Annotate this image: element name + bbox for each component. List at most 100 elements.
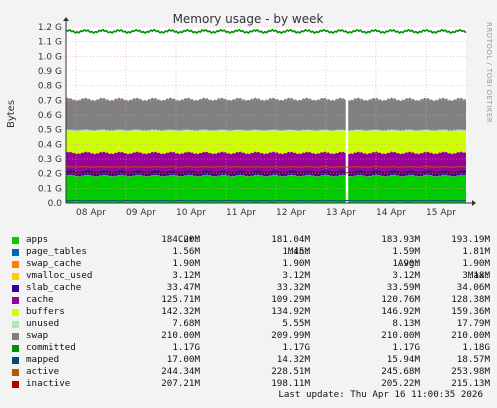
legend-row-page-tables: page_tables 1.56M 1.45M 1.59M 1.81M bbox=[10, 246, 490, 258]
legend-max-value: 3.18M bbox=[462, 270, 490, 281]
legend-series-name: slab_cache bbox=[26, 282, 82, 293]
col-min: Min: bbox=[287, 246, 310, 257]
legend-swatch bbox=[12, 284, 19, 292]
legend-row-active: active 244.34M 228.51M 245.68M 253.98M bbox=[10, 366, 490, 378]
legend-avg-value: 15.94M bbox=[386, 354, 420, 365]
area-apps bbox=[66, 174, 466, 203]
legend-swatch bbox=[12, 308, 19, 316]
last-update-text: Last update: Thu Apr 16 11:00:35 2026 bbox=[278, 389, 483, 400]
axes bbox=[63, 17, 476, 206]
legend-max-value: 253.98M bbox=[451, 366, 490, 377]
legend-avg-value: 1.90M bbox=[392, 258, 420, 269]
legend-row-swap-cache: swap_cache 1.90M 1.90M 1.90M 1.90M bbox=[10, 258, 490, 270]
line-mapped bbox=[65, 199, 467, 202]
legend-swatch bbox=[12, 296, 19, 304]
legend-max-value: 128.38M bbox=[451, 294, 490, 305]
legend-avg-value: 8.13M bbox=[392, 318, 420, 329]
y-tick-label: 0.4 G bbox=[38, 140, 62, 150]
x-tick-label: 10 Apr bbox=[176, 208, 206, 218]
legend-cur-value: 207.21M bbox=[161, 378, 200, 389]
legend-avg-value: 210.00M bbox=[381, 330, 420, 341]
area-buffers bbox=[66, 130, 466, 155]
x-tick-labels: 08 Apr 09 Apr 10 Apr 11 Apr 12 Apr 13 Apr 14 A… bbox=[76, 208, 456, 218]
legend-row-slab-cache: slab_cache 33.47M 33.32M 33.59M 34.06M bbox=[10, 282, 490, 294]
legend-avg-value: 1.59M bbox=[392, 246, 420, 257]
legend-min-value: 228.51M bbox=[271, 366, 310, 377]
legend-row-buffers: buffers 142.32M 134.92M 146.92M 159.36M bbox=[10, 306, 490, 318]
y-tick-label: 0.5 G bbox=[38, 126, 62, 136]
y-tick-label: 0.2 G bbox=[38, 170, 62, 180]
legend-row-apps: apps 184.20M 181.04M 183.93M 193.19M bbox=[10, 234, 490, 246]
legend-avg-value: 1.17G bbox=[392, 342, 420, 353]
y-tick-label: 0.8 G bbox=[38, 82, 62, 92]
legend-max-value: 215.13M bbox=[451, 378, 490, 389]
line-series bbox=[65, 28, 467, 202]
y-axis-label: Bytes bbox=[6, 100, 17, 128]
legend-cur-value: 33.47M bbox=[166, 282, 200, 293]
y-tick-label: 1.2 G bbox=[38, 23, 62, 33]
legend-swatch bbox=[12, 380, 19, 388]
legend-cur-value: 184.20M bbox=[161, 234, 200, 245]
legend-swatch bbox=[12, 332, 19, 340]
legend-min-value: 209.99M bbox=[271, 330, 310, 341]
legend-max-value: 18.57M bbox=[456, 354, 490, 365]
y-tick-label: 1.1 G bbox=[38, 38, 62, 48]
x-tick-label: 13 Apr bbox=[326, 208, 356, 218]
y-axis-arrow bbox=[63, 17, 69, 21]
legend-row-mapped: mapped 17.00M 14.32M 15.94M 18.57M bbox=[10, 354, 490, 366]
legend-table: Cur: Min: Avg: Max: apps 184.20M 181.04M 18… bbox=[10, 222, 490, 390]
legend-cur-value: 142.32M bbox=[161, 306, 200, 317]
legend-cur-value: 1.17G bbox=[172, 342, 200, 353]
legend-min-value: 1.45M bbox=[282, 246, 310, 257]
legend-cur-value: 125.71M bbox=[161, 294, 200, 305]
legend-max-value: 159.36M bbox=[451, 306, 490, 317]
x-tick-label: 08 Apr bbox=[76, 208, 106, 218]
legend-row-inactive: inactive 207.21M 198.11M 205.22M 215.13M bbox=[10, 378, 490, 390]
legend-max-value: 210.00M bbox=[451, 330, 490, 341]
col-cur: Cur: bbox=[177, 234, 200, 245]
legend-series-name: unused bbox=[26, 318, 60, 329]
legend-min-value: 181.04M bbox=[271, 234, 310, 245]
legend-swatch bbox=[12, 368, 19, 376]
rrdtool-watermark: RRDTOOL / TOBI OETIKER bbox=[485, 22, 493, 123]
y-tick-label: 0.6 G bbox=[38, 111, 62, 121]
y-tick-label: 0.0 bbox=[48, 199, 63, 209]
legend-swatch bbox=[12, 248, 19, 256]
legend-max-value: 17.79M bbox=[456, 318, 490, 329]
col-max: Max: bbox=[467, 270, 490, 281]
legend-swatch bbox=[12, 272, 19, 280]
legend-row-vmalloc-used: vmalloc_used 3.12M 3.12M 3.12M 3.18M bbox=[10, 270, 490, 282]
legend-series-name: swap_cache bbox=[26, 258, 82, 269]
legend-series-name: apps bbox=[26, 234, 49, 245]
legend-avg-value: 183.93M bbox=[381, 234, 420, 245]
y-tick-label: 0.3 G bbox=[38, 155, 62, 165]
legend-cur-value: 1.56M bbox=[172, 246, 200, 257]
line-committed bbox=[65, 28, 467, 35]
x-tick-label: 15 Apr bbox=[426, 208, 456, 218]
legend-series-name: vmalloc_used bbox=[26, 270, 93, 281]
legend-cur-value: 210.00M bbox=[161, 330, 200, 341]
legend-cur-value: 3.12M bbox=[172, 270, 200, 281]
y-tick-labels: 0.0 0.1 G 0.2 G 0.3 G 0.4 G 0.5 G 0.6 G 0.7 G 0.… bbox=[38, 23, 62, 209]
y-tick-label: 0.9 G bbox=[38, 67, 62, 77]
legend-row-committed: committed 1.17G 1.17G 1.17G 1.18G bbox=[10, 342, 490, 354]
legend-row-cache: cache 125.71M 109.29M 120.76M 128.38M bbox=[10, 294, 490, 306]
legend-series-name: inactive bbox=[26, 378, 71, 389]
y-tick-label: 0.7 G bbox=[38, 96, 62, 106]
legend-swatch bbox=[12, 236, 19, 244]
area-swap bbox=[66, 97, 466, 131]
legend-swatch bbox=[12, 344, 19, 352]
legend-avg-value: 3.12M bbox=[392, 270, 420, 281]
y-tick-label: 0.1 G bbox=[38, 184, 62, 194]
line-inactive bbox=[66, 172, 467, 174]
legend-max-value: 193.19M bbox=[451, 234, 490, 245]
legend-min-value: 134.92M bbox=[271, 306, 310, 317]
legend-avg-value: 205.22M bbox=[381, 378, 420, 389]
line-active bbox=[65, 166, 467, 168]
legend-max-value: 1.90M bbox=[462, 258, 490, 269]
legend-series-name: cache bbox=[26, 294, 54, 305]
grid-lines bbox=[66, 26, 466, 203]
legend-row-swap: swap 210.00M 209.99M 210.00M 210.00M bbox=[10, 330, 490, 342]
legend-series-name: mapped bbox=[26, 354, 60, 365]
legend-cur-value: 17.00M bbox=[166, 354, 200, 365]
